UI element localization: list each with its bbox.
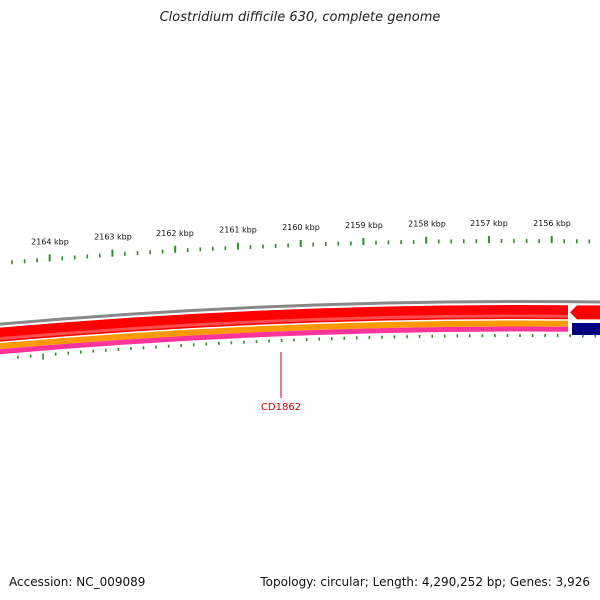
kbp-label: 2157 kbp — [470, 219, 508, 228]
genome-summary-text: Topology: circular; Length: 4,290,252 bp… — [260, 575, 590, 589]
cds-arrow-right[interactable] — [570, 305, 600, 320]
kbp-label: 2163 kbp — [94, 233, 132, 242]
inner-ticks — [17, 334, 597, 360]
outer-ticks — [11, 236, 591, 265]
kbp-label: 2156 kbp — [533, 219, 571, 228]
kbp-label: 2159 kbp — [345, 221, 383, 230]
backbone-track — [0, 300, 600, 326]
kbp-label: 2164 kbp — [31, 237, 69, 246]
map-title: Clostridium difficile 630, complete geno… — [159, 10, 441, 25]
pink-track-feature[interactable] — [0, 326, 600, 355]
kbp-label: 2161 kbp — [219, 226, 257, 235]
kbp-label: 2162 kbp — [156, 229, 194, 238]
kbp-label: 2160 kbp — [282, 223, 320, 232]
cds-forward-highlight — [0, 314, 568, 341]
kbp-labels: 2164 kbp 2163 kbp 2162 kbp 2161 kbp 2160 kbp… — [31, 219, 571, 246]
cds-forward-feature[interactable] — [0, 305, 600, 342]
accession-text: Accession: NC_009089 — [9, 575, 146, 589]
kbp-label: 2158 kbp — [408, 220, 446, 229]
navy-feature[interactable] — [572, 323, 600, 335]
orange-track-feature[interactable] — [0, 320, 600, 350]
gene-label-cd1862[interactable]: CD1862 — [261, 402, 301, 413]
